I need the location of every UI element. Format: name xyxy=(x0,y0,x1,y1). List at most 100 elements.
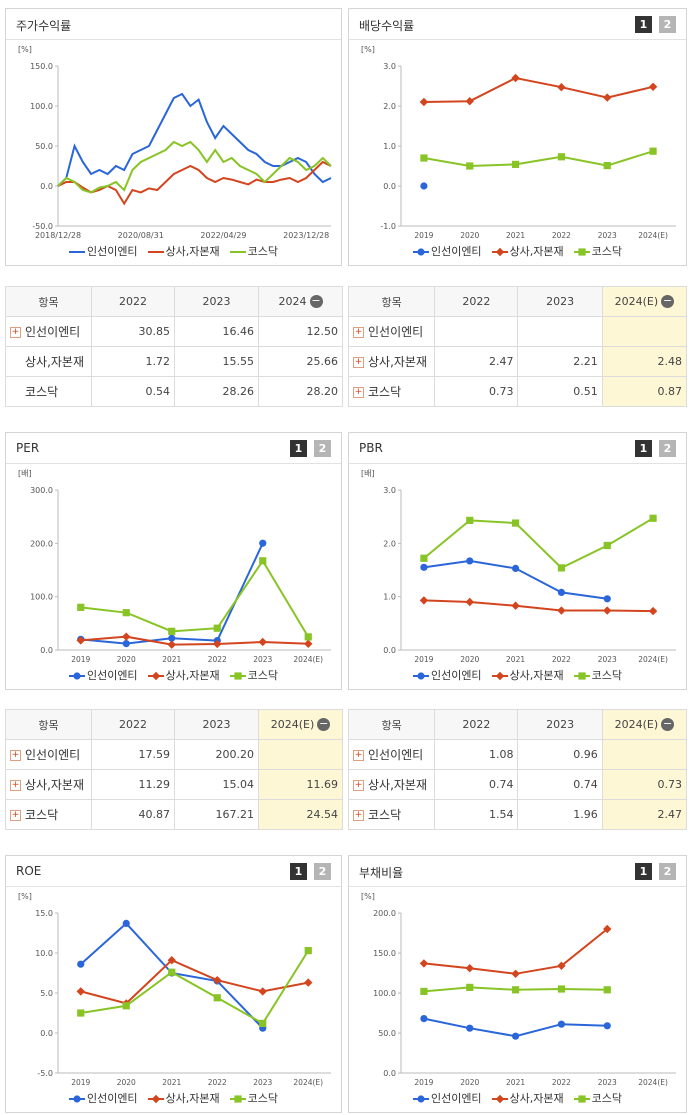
data-table: 항목 2022 2023 2024(E) − + 인선이엔티 17.59 200.20 + 상사,자… xyxy=(5,709,343,830)
row-label: 상사,자본재 xyxy=(368,355,428,369)
expand-button[interactable]: + xyxy=(10,750,21,761)
collapse-button[interactable]: − xyxy=(317,717,331,732)
legend-marker xyxy=(417,672,425,680)
legend-icon xyxy=(68,672,85,680)
y-tick-label: 0.0 xyxy=(383,1069,396,1078)
tab-button[interactable]: 2 xyxy=(314,440,331,457)
data-point xyxy=(420,554,428,562)
y-tick-label: 100.0 xyxy=(373,989,396,998)
cell-value: 1.54 xyxy=(488,808,514,821)
expand-button[interactable]: + xyxy=(353,357,364,368)
header-cell: 2024(E) − xyxy=(258,709,343,740)
series-line xyxy=(80,950,310,1025)
y-tick-label: 200.0 xyxy=(373,909,396,918)
tab-button[interactable]: 1 xyxy=(290,440,307,457)
cell-value: 11.29 xyxy=(138,778,171,791)
panel-header: 배당수익률 1 2 xyxy=(349,9,686,40)
header-text: 2023 xyxy=(546,295,575,308)
panel-title: PBR xyxy=(359,441,383,455)
expand-button[interactable]: + xyxy=(10,810,21,821)
tab-button[interactable]: 1 xyxy=(635,440,652,457)
cell-value: 0.73 xyxy=(488,385,514,398)
row-label: 코스닥 xyxy=(368,385,402,399)
header-text: 2022 xyxy=(119,295,147,308)
data-point xyxy=(648,606,658,616)
header-row: 항목 2022 2023 2024(E) − xyxy=(5,709,343,740)
expand-button[interactable]: + xyxy=(353,327,364,338)
value-cell xyxy=(601,316,688,347)
cell-value: 28.20 xyxy=(306,385,339,398)
y-tick-label: 150.0 xyxy=(373,949,396,958)
legend: 인선이엔티 상사,자본재 코스닥 xyxy=(349,1090,686,1106)
tab-button[interactable]: 1 xyxy=(290,863,307,880)
legend-item: 인선이엔티 xyxy=(412,667,482,683)
legend-label: 인선이엔티 xyxy=(86,245,138,258)
expand-button[interactable]: + xyxy=(10,327,21,338)
value-cell: 167.21 xyxy=(174,799,259,830)
y-tick-label: 10.0 xyxy=(35,949,53,958)
legend-marker xyxy=(578,672,586,680)
chart-plot: [배] 0.0 100.0 200.0 300.0 2019 2020 2021 2022 202… xyxy=(18,469,331,664)
data-point xyxy=(557,564,566,572)
legend-label: 인선이엔티 xyxy=(430,245,482,258)
data-point xyxy=(603,986,611,994)
legend: 인선이엔티 상사,자본재 코스닥 xyxy=(6,243,341,259)
chart-plot: [%] -1.0 0.0 1.0 2.0 3.0 2019 2020 2021 2022 2023 2… xyxy=(361,45,676,240)
y-tick-label: 0.0 xyxy=(40,646,53,655)
collapse-button[interactable]: − xyxy=(661,294,675,309)
expand-button[interactable]: + xyxy=(353,387,364,398)
row-label-cell: + 인선이엔티 xyxy=(347,316,436,347)
data-point xyxy=(465,597,474,607)
data-point xyxy=(557,83,566,92)
collapse-button[interactable]: − xyxy=(309,294,323,309)
data-point xyxy=(168,627,176,635)
header-row: 항목 2022 2023 2024− xyxy=(5,286,343,317)
value-cell: 1.96 xyxy=(517,799,603,830)
data-point xyxy=(511,160,520,168)
chart-panel: PBR 1 2 [배] 0.0 1.0 2.0 3.0 2019 2020 2021 2022 2023… xyxy=(348,432,687,690)
tab-button[interactable]: 2 xyxy=(659,16,676,33)
data-point xyxy=(122,919,130,927)
value-cell: 0.73 xyxy=(601,769,688,800)
x-tick-label: 2022 xyxy=(208,1078,227,1087)
y-tick-label: -1.0 xyxy=(380,222,396,231)
data-point xyxy=(419,959,429,968)
legend: 인선이엔티 상사,자본재 코스닥 xyxy=(349,667,686,683)
data-point xyxy=(511,969,520,978)
x-tick-label: 2020/08/31 xyxy=(118,231,164,240)
legend-icon xyxy=(147,1094,164,1104)
data-point xyxy=(122,632,131,641)
expand-button[interactable]: + xyxy=(353,780,364,791)
x-tick-label: 2020 xyxy=(460,1078,479,1087)
x-tick-label: 2021 xyxy=(506,1078,525,1087)
tab-button[interactable]: 2 xyxy=(659,863,676,880)
data-point xyxy=(603,924,612,934)
header-text: 2022 xyxy=(462,718,491,731)
expand-button[interactable]: + xyxy=(10,780,21,791)
data-point xyxy=(557,985,566,993)
cell-value: 0.87 xyxy=(657,385,683,398)
expand-button[interactable]: + xyxy=(353,810,364,821)
tab-button[interactable]: 2 xyxy=(314,863,331,880)
y-tick-label: 200.0 xyxy=(30,539,53,548)
tab-button[interactable]: 1 xyxy=(635,16,652,33)
data-point xyxy=(259,1019,267,1027)
row-label-cell: + 상사,자본재 xyxy=(347,346,436,377)
collapse-button[interactable]: − xyxy=(661,717,675,732)
cell-value: 28.26 xyxy=(222,385,255,398)
legend-marker xyxy=(73,672,81,680)
header-text: 항목 xyxy=(38,295,59,309)
table-row: 상사,자본재 1.72 15.55 25.66 xyxy=(5,346,343,377)
header-text: 2024(E) xyxy=(270,717,315,731)
tab-button[interactable]: 2 xyxy=(659,440,676,457)
legend-item: 인선이엔티 xyxy=(68,1090,138,1106)
legend-label: 상사,자본재 xyxy=(165,669,220,682)
table-row: + 인선이엔티 17.59 200.20 xyxy=(5,739,343,770)
expand-button[interactable]: + xyxy=(353,750,364,761)
tab-button[interactable]: 1 xyxy=(635,863,652,880)
legend-item: 인선이엔티 xyxy=(68,243,138,259)
value-cell: 2.47 xyxy=(434,346,519,377)
chart-panel: 부채비율 1 2 [%] 0.0 50.0 100.0 150.0 200.0 2019 2020 2… xyxy=(348,855,687,1113)
cell-value: 24.54 xyxy=(306,808,339,821)
table-row: + 인선이엔티 1.08 0.96 xyxy=(347,739,688,770)
